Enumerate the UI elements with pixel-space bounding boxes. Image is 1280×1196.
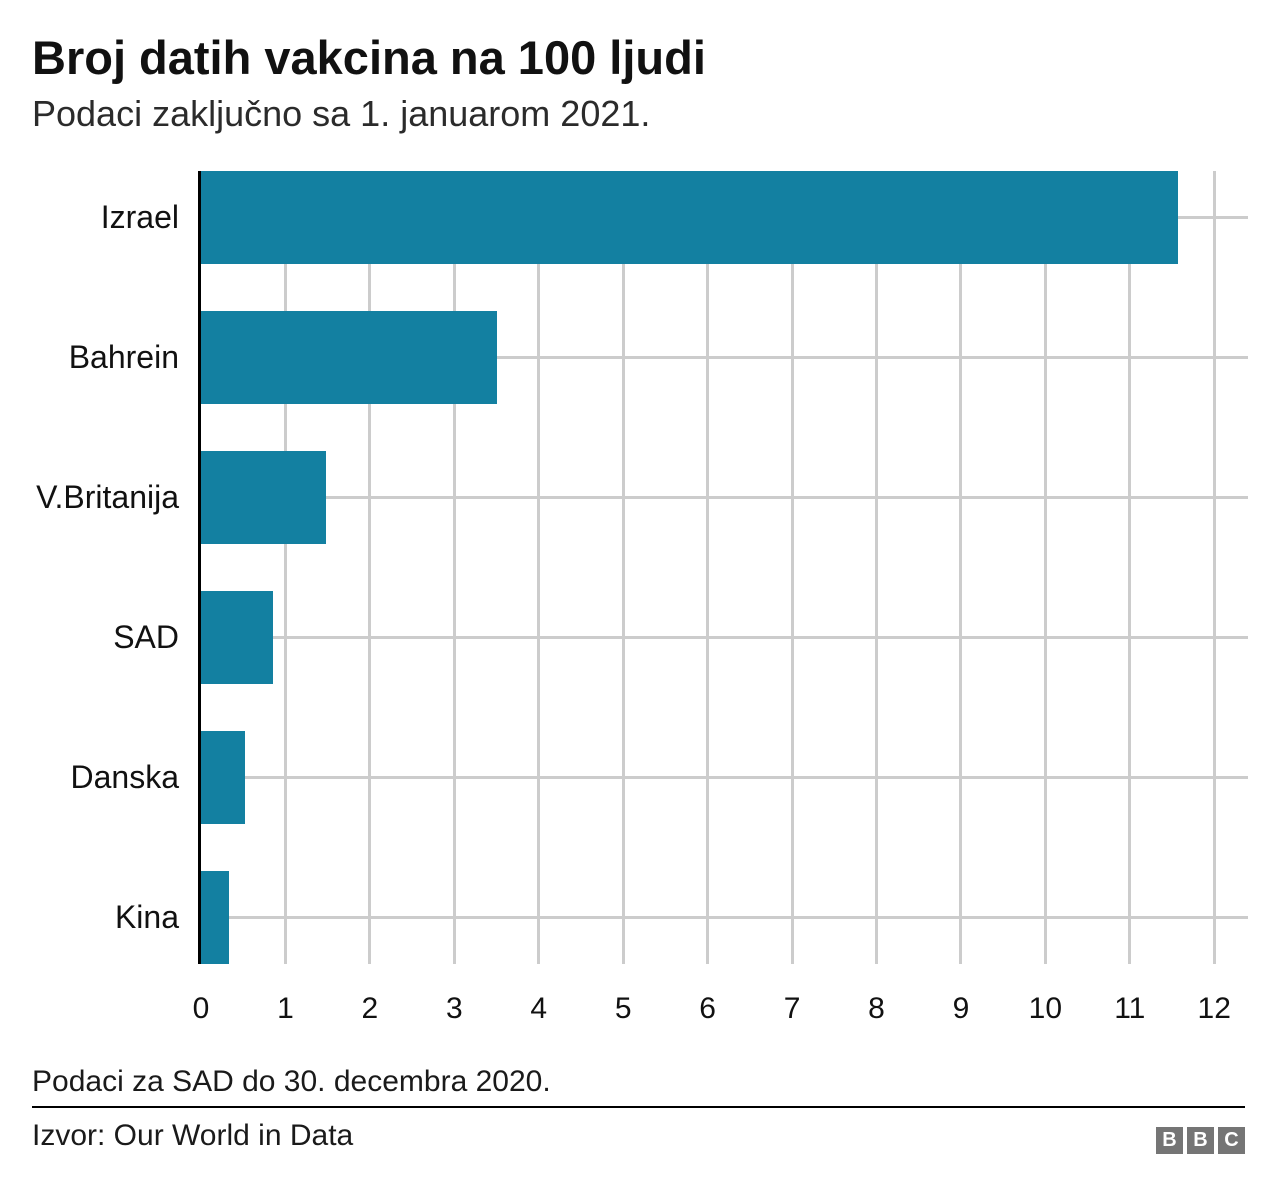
plot-area	[198, 171, 1248, 964]
x-tick-label-1: 1	[277, 992, 294, 1025]
gridline-vertical-6	[706, 171, 710, 964]
chart-footnote: Podaci za SAD do 30. decembra 2020.	[32, 1065, 551, 1098]
source-credit: Izvor: Our World in Data	[32, 1119, 354, 1152]
x-axis-tick-labels: 0 1 2 3 4 5 6 7 8 9 10 11 12	[193, 991, 1248, 1029]
x-tick-label-7: 7	[783, 992, 801, 1025]
gridline-vertical-11	[1128, 171, 1132, 964]
y-axis-labels: Izrael Bahrein V.Britanija SAD Danska Kina	[0, 171, 179, 964]
x-tick-label-10: 10	[1028, 992, 1063, 1025]
gridline-vertical-5	[621, 171, 625, 964]
y-label-izrael: Izrael	[100, 199, 179, 235]
y-label-sad: SAD	[113, 619, 179, 655]
footer-divider	[32, 1106, 1245, 1108]
x-tick-label-3: 3	[445, 992, 463, 1025]
gridline-vertical-2	[368, 171, 372, 964]
x-tick-label-6: 6	[699, 992, 716, 1025]
x-tick-label-8: 8	[868, 992, 885, 1025]
gridline-vertical-1	[283, 171, 287, 964]
x-tick-label-5: 5	[614, 992, 632, 1025]
gridline-vertical-10	[1043, 171, 1047, 964]
bbc-logo-block-b2: B	[1187, 1127, 1214, 1154]
bbc-logo-block-b1: B	[1156, 1127, 1183, 1154]
bar-izrael	[201, 171, 1178, 264]
gridline-row-v-britanija	[201, 496, 1248, 499]
y-label-v-britanija: V.Britanija	[36, 479, 179, 515]
x-tick-label-0: 0	[192, 992, 210, 1025]
y-axis-line	[198, 171, 201, 964]
chart-title: Broj datih vakcina na 100 ljudi	[32, 31, 706, 84]
bar-sad	[201, 591, 273, 684]
gridline-row-kina	[201, 916, 1248, 919]
gridline-vertical-8	[874, 171, 878, 964]
gridline-row-bahrein	[201, 356, 1248, 359]
gridline-vertical-12	[1212, 171, 1216, 964]
bbc-logo: B B C	[1156, 1127, 1245, 1154]
gridline-vertical-3	[452, 171, 456, 964]
gridline-row-danska	[201, 776, 1248, 779]
x-tick-label-2: 2	[361, 992, 379, 1025]
chart-subtitle: Podaci zaključno sa 1. januarom 2021.	[32, 93, 651, 134]
y-label-danska: Danska	[70, 759, 180, 795]
x-tick-label-9: 9	[952, 992, 970, 1025]
x-tick-label-11: 11	[1114, 992, 1146, 1025]
gridline-vertical-7	[790, 171, 794, 964]
x-tick-label-12: 12	[1197, 992, 1231, 1025]
gridline-vertical-9	[959, 171, 963, 964]
gridline-row-sad	[201, 636, 1248, 639]
bar-bahrein	[201, 311, 497, 404]
x-tick-label-4: 4	[530, 992, 548, 1025]
y-label-bahrein: Bahrein	[68, 339, 179, 375]
bbc-logo-block-c: C	[1218, 1127, 1245, 1154]
gridline-vertical-4	[537, 171, 541, 964]
y-label-kina: Kina	[114, 899, 179, 935]
bar-danska	[201, 731, 245, 824]
bar-v-britanija	[201, 451, 326, 544]
bar-kina	[201, 871, 229, 964]
